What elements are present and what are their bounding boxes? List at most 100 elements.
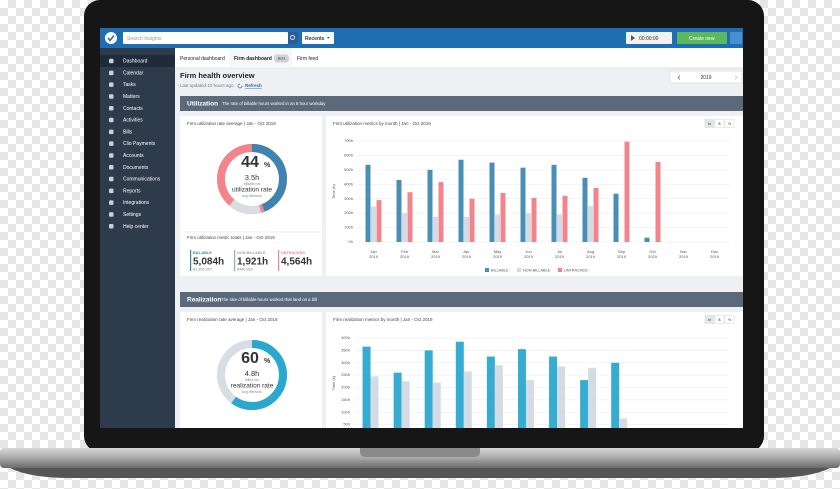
total-value: 5,084h [193, 257, 224, 268]
sidebar-item[interactable]: Communications [123, 177, 161, 183]
toggle-label[interactable]: $ [718, 317, 721, 322]
total-label: UNTRACKED [281, 251, 305, 255]
bar [362, 346, 371, 428]
bar [500, 192, 506, 242]
bar [624, 141, 630, 242]
y-axis-label: Time (h) [331, 375, 336, 390]
toggle [724, 315, 735, 324]
sidebar-item[interactable]: Calendar [123, 70, 144, 76]
bar [551, 164, 557, 242]
donut-hours-caption: billable hrs [244, 182, 261, 186]
toggle-label[interactable]: $ [718, 121, 721, 126]
tab[interactable]: Firm dashboard [234, 56, 272, 62]
last-updated: Last updated 10 hours ago [180, 83, 234, 88]
recents[interactable]: Recents [305, 36, 325, 42]
x-tick-label: Aug [587, 249, 594, 254]
donut-rate-label: utilization rate [232, 187, 272, 194]
toggle [704, 119, 715, 128]
donut-unit: % [264, 358, 271, 365]
x-tick-year: 2019 [431, 254, 441, 259]
y-tick-label: 400h [341, 335, 350, 340]
sidebar-item[interactable]: Bills [123, 129, 133, 135]
bar [517, 349, 526, 428]
bar [458, 159, 464, 242]
bar [393, 372, 402, 428]
bar [531, 197, 537, 242]
y-tick-label: 600h [344, 152, 353, 157]
tab[interactable]: Firm feed [297, 56, 318, 62]
bar [613, 193, 619, 242]
sidebar-icon [109, 106, 114, 111]
sidebar-item[interactable]: Matters [123, 94, 140, 100]
sidebar-item[interactable]: Contacts [123, 106, 143, 112]
total-value: 4,564h [281, 257, 312, 268]
total-amount: $1,306,557 [193, 268, 212, 272]
bar [593, 187, 599, 242]
sidebar-icon [109, 165, 114, 170]
sidebar-item[interactable]: Integrations [123, 200, 150, 206]
prev-arrow [677, 75, 681, 80]
x-tick-label: Sep [618, 249, 626, 254]
sidebar-item[interactable]: Settings [123, 212, 142, 218]
x-tick-year: 2019 [400, 254, 410, 259]
x-tick-label: Oct [649, 249, 656, 254]
sidebar-item[interactable]: Dashboard [123, 59, 148, 65]
timer-box [626, 32, 672, 44]
toggle-label[interactable]: hr [708, 317, 712, 322]
rate-card [180, 116, 322, 276]
section-header [180, 96, 743, 111]
toggle-label[interactable]: hr [708, 121, 712, 126]
sidebar-item[interactable]: Tasks [123, 82, 136, 88]
donut-nonbillable [216, 144, 287, 214]
donut-hours: 4.8h [245, 369, 260, 378]
total-accent [190, 250, 192, 271]
create-new[interactable]: Create new [689, 36, 715, 42]
timer[interactable]: 00:00:00 [639, 36, 659, 42]
donut-arc [217, 340, 287, 410]
toggle-label[interactable]: % [728, 317, 732, 322]
sidebar-item[interactable]: Activities [123, 118, 143, 124]
donut-percent: 60 [241, 350, 259, 367]
sidebar-item[interactable]: Reports [123, 188, 141, 194]
toggle [714, 119, 725, 128]
x-tick-label: Feb [401, 249, 409, 254]
total-accent [234, 250, 236, 271]
bar [526, 213, 531, 242]
bar [557, 366, 566, 428]
bar [655, 161, 661, 242]
total-value: 1,921h [237, 257, 268, 268]
bar [644, 237, 650, 242]
donut-arc [217, 144, 287, 214]
sidebar-icon [109, 141, 114, 146]
year[interactable]: 2019 [700, 75, 711, 81]
y-tick-label: 300h [341, 360, 350, 365]
bar [525, 380, 534, 428]
year-select [669, 70, 743, 84]
sidebar-item[interactable]: Help center [123, 224, 149, 230]
x-tick-year: 2019 [369, 254, 379, 259]
y-axis-label: Time (h) [331, 183, 336, 198]
sidebar-item[interactable]: Clio Payments [123, 141, 156, 147]
sidebar-item[interactable]: Accounts [123, 153, 144, 159]
section-description: The rate of billable hours worked in an … [222, 101, 326, 106]
y-tick-label: 100h [344, 225, 353, 230]
section-description: The rate of billable hours worked that l… [221, 297, 317, 302]
bar [582, 177, 588, 242]
refresh-link[interactable]: Refresh [245, 83, 262, 88]
bar [370, 376, 379, 428]
toggle-label[interactable]: % [728, 121, 732, 126]
y-tick-label: 200h [341, 385, 350, 390]
sidebar-icon [109, 117, 114, 123]
y-tick-label: 150h [341, 397, 350, 402]
tab[interactable]: Personal dashboard [180, 56, 225, 62]
bar [580, 380, 589, 428]
caret [327, 37, 330, 39]
card-title: Firm utilization metric totals | Jan - O… [187, 235, 275, 240]
tab-badge: Beta [278, 57, 287, 61]
next-arrow [734, 75, 738, 80]
sidebar-icon [109, 153, 114, 158]
legend-label: UNTRACKED [564, 268, 588, 272]
bar [495, 214, 500, 242]
donut-rate-label: realization rate [231, 383, 274, 390]
sidebar-item[interactable]: Documents [123, 165, 149, 171]
